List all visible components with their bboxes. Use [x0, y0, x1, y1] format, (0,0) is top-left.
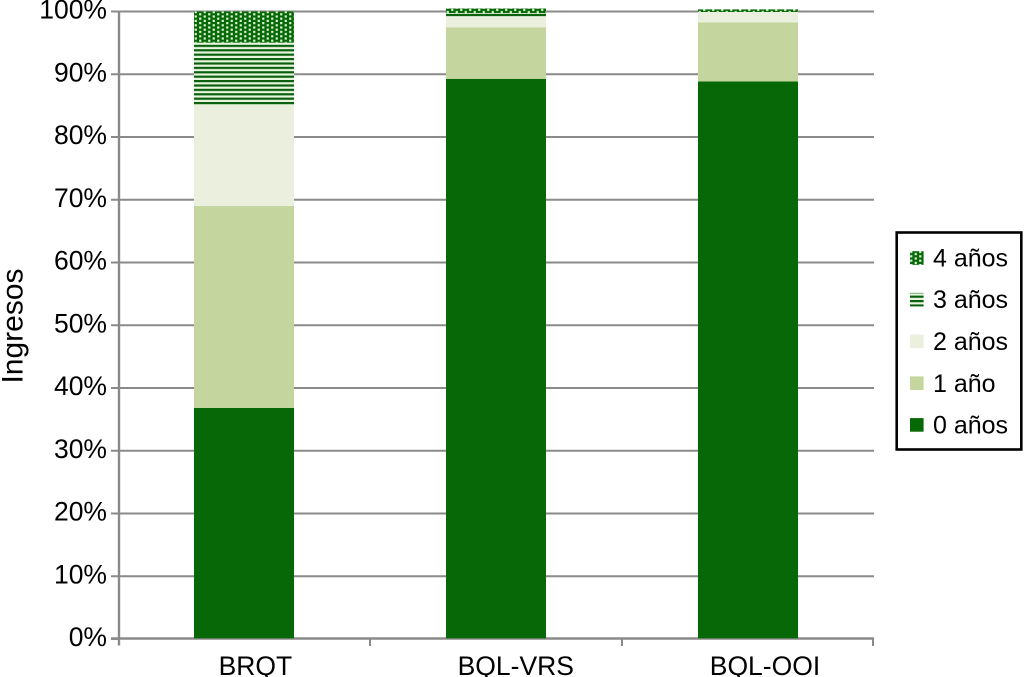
- svg-text:4 años: 4 años: [933, 244, 1008, 272]
- svg-text:0 años: 0 años: [933, 412, 1008, 440]
- svg-text:90%: 90%: [54, 57, 107, 87]
- svg-text:BQL-OOI: BQL-OOI: [710, 651, 820, 677]
- svg-text:40%: 40%: [54, 371, 107, 401]
- svg-text:10%: 10%: [54, 559, 107, 589]
- svg-text:20%: 20%: [54, 497, 107, 527]
- svg-text:0%: 0%: [69, 622, 107, 652]
- svg-text:BQL-VRS: BQL-VRS: [458, 651, 574, 677]
- svg-text:70%: 70%: [54, 183, 107, 213]
- svg-text:1 año: 1 año: [933, 370, 996, 398]
- svg-text:Ingresos: Ingresos: [0, 268, 29, 383]
- svg-text:60%: 60%: [54, 246, 107, 276]
- svg-text:50%: 50%: [54, 308, 107, 338]
- svg-text:30%: 30%: [54, 434, 107, 464]
- svg-text:2 años: 2 años: [933, 328, 1008, 356]
- svg-text:100%: 100%: [39, 0, 107, 25]
- svg-text:BRQT: BRQT: [219, 651, 293, 677]
- svg-text:3 años: 3 años: [933, 286, 1008, 314]
- svg-text:80%: 80%: [54, 120, 107, 150]
